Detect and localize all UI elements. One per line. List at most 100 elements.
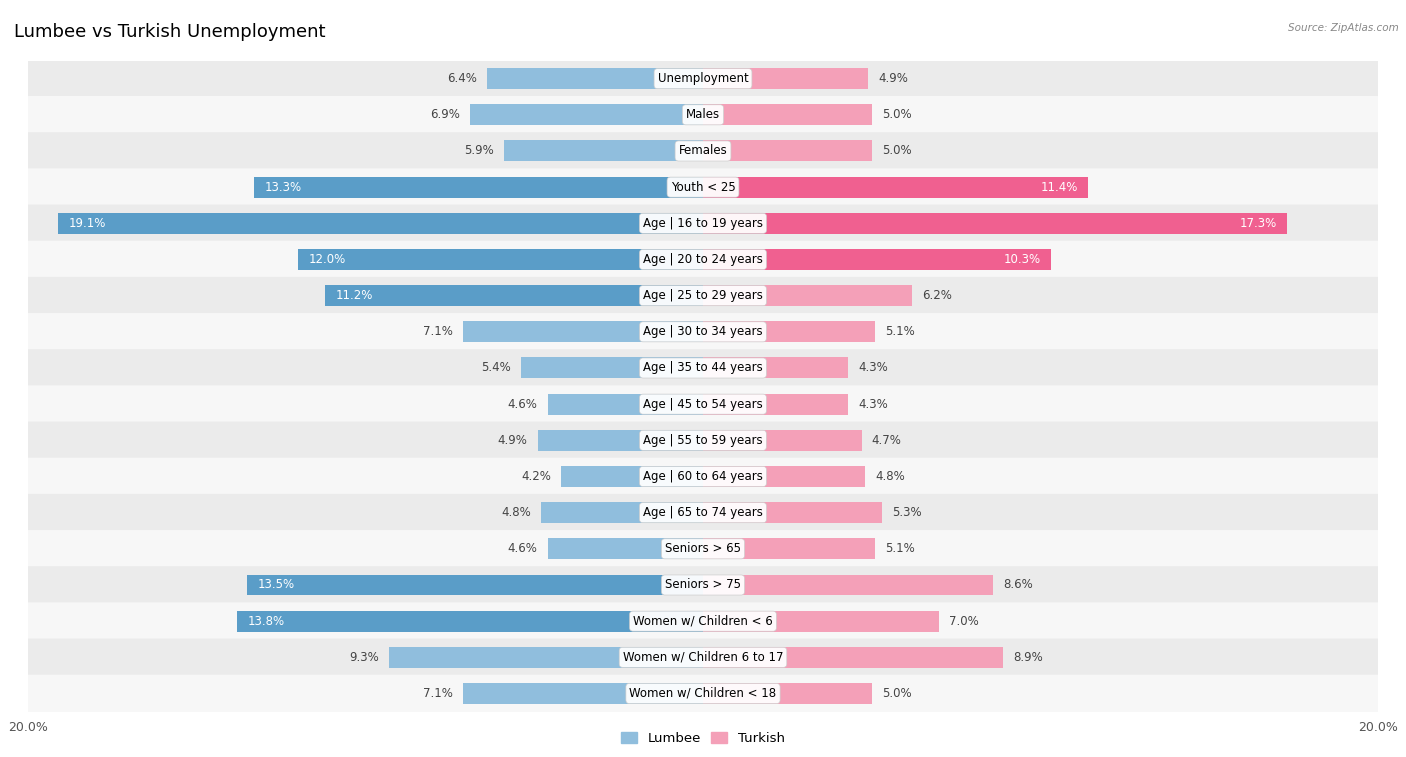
Text: 8.6%: 8.6% xyxy=(1004,578,1033,591)
Bar xyxy=(703,430,862,451)
Text: 11.2%: 11.2% xyxy=(335,289,373,302)
Text: Women w/ Children < 6: Women w/ Children < 6 xyxy=(633,615,773,628)
Bar xyxy=(703,104,872,126)
Bar xyxy=(703,394,848,415)
Text: Age | 65 to 74 years: Age | 65 to 74 years xyxy=(643,506,763,519)
Text: 5.0%: 5.0% xyxy=(882,108,911,121)
Text: Males: Males xyxy=(686,108,720,121)
Bar xyxy=(254,176,703,198)
Bar xyxy=(703,575,993,596)
Text: 4.3%: 4.3% xyxy=(858,362,889,375)
Bar xyxy=(486,68,703,89)
FancyBboxPatch shape xyxy=(28,204,1378,242)
Bar xyxy=(464,683,703,704)
FancyBboxPatch shape xyxy=(28,385,1378,423)
Bar xyxy=(389,646,703,668)
Text: Age | 30 to 34 years: Age | 30 to 34 years xyxy=(643,326,763,338)
Bar xyxy=(548,394,703,415)
Text: Women w/ Children < 18: Women w/ Children < 18 xyxy=(630,687,776,700)
FancyBboxPatch shape xyxy=(28,96,1378,134)
Text: 4.8%: 4.8% xyxy=(875,470,905,483)
Text: Age | 16 to 19 years: Age | 16 to 19 years xyxy=(643,217,763,230)
Text: Age | 20 to 24 years: Age | 20 to 24 years xyxy=(643,253,763,266)
Text: 4.3%: 4.3% xyxy=(858,397,889,410)
Text: 4.2%: 4.2% xyxy=(522,470,551,483)
Text: Seniors > 65: Seniors > 65 xyxy=(665,542,741,556)
Bar xyxy=(520,357,703,378)
Text: Women w/ Children 6 to 17: Women w/ Children 6 to 17 xyxy=(623,651,783,664)
Text: 6.4%: 6.4% xyxy=(447,72,477,85)
FancyBboxPatch shape xyxy=(28,494,1378,531)
Text: 4.6%: 4.6% xyxy=(508,397,537,410)
Bar xyxy=(703,357,848,378)
FancyBboxPatch shape xyxy=(28,566,1378,604)
FancyBboxPatch shape xyxy=(28,638,1378,676)
Text: 5.1%: 5.1% xyxy=(886,326,915,338)
Bar xyxy=(703,213,1286,234)
Text: Source: ZipAtlas.com: Source: ZipAtlas.com xyxy=(1288,23,1399,33)
Text: 4.6%: 4.6% xyxy=(508,542,537,556)
Text: 13.3%: 13.3% xyxy=(264,181,301,194)
FancyBboxPatch shape xyxy=(28,458,1378,495)
Text: 12.0%: 12.0% xyxy=(308,253,346,266)
FancyBboxPatch shape xyxy=(28,168,1378,206)
Text: 10.3%: 10.3% xyxy=(1004,253,1040,266)
Text: 5.0%: 5.0% xyxy=(882,145,911,157)
Bar xyxy=(59,213,703,234)
Text: Females: Females xyxy=(679,145,727,157)
Bar xyxy=(548,538,703,559)
Text: Unemployment: Unemployment xyxy=(658,72,748,85)
Bar xyxy=(703,502,882,523)
Bar xyxy=(298,249,703,270)
FancyBboxPatch shape xyxy=(28,349,1378,387)
FancyBboxPatch shape xyxy=(28,132,1378,170)
Bar xyxy=(470,104,703,126)
Text: Age | 45 to 54 years: Age | 45 to 54 years xyxy=(643,397,763,410)
Text: 4.9%: 4.9% xyxy=(498,434,527,447)
Text: 5.3%: 5.3% xyxy=(891,506,921,519)
Bar xyxy=(703,646,1004,668)
Text: Age | 35 to 44 years: Age | 35 to 44 years xyxy=(643,362,763,375)
Bar xyxy=(464,321,703,342)
Text: 19.1%: 19.1% xyxy=(69,217,105,230)
Bar xyxy=(703,538,875,559)
FancyBboxPatch shape xyxy=(28,277,1378,314)
Text: 5.0%: 5.0% xyxy=(882,687,911,700)
Legend: Lumbee, Turkish: Lumbee, Turkish xyxy=(616,727,790,750)
FancyBboxPatch shape xyxy=(28,674,1378,712)
FancyBboxPatch shape xyxy=(28,60,1378,98)
Text: Age | 55 to 59 years: Age | 55 to 59 years xyxy=(643,434,763,447)
Text: Youth < 25: Youth < 25 xyxy=(671,181,735,194)
Bar xyxy=(703,176,1088,198)
Text: Lumbee vs Turkish Unemployment: Lumbee vs Turkish Unemployment xyxy=(14,23,326,41)
Text: 11.4%: 11.4% xyxy=(1040,181,1077,194)
Text: 17.3%: 17.3% xyxy=(1240,217,1277,230)
Text: 5.4%: 5.4% xyxy=(481,362,510,375)
Text: 13.8%: 13.8% xyxy=(247,615,284,628)
Bar xyxy=(703,611,939,631)
Text: 4.7%: 4.7% xyxy=(872,434,901,447)
Text: 7.1%: 7.1% xyxy=(423,326,453,338)
Bar xyxy=(247,575,703,596)
Text: 5.9%: 5.9% xyxy=(464,145,494,157)
Bar xyxy=(537,430,703,451)
Bar xyxy=(503,141,703,161)
Text: Age | 60 to 64 years: Age | 60 to 64 years xyxy=(643,470,763,483)
Text: 5.1%: 5.1% xyxy=(886,542,915,556)
Bar xyxy=(703,285,912,306)
Bar xyxy=(238,611,703,631)
Text: 6.9%: 6.9% xyxy=(430,108,460,121)
Text: 4.8%: 4.8% xyxy=(501,506,531,519)
FancyBboxPatch shape xyxy=(28,530,1378,568)
Text: 7.0%: 7.0% xyxy=(949,615,979,628)
Bar xyxy=(703,321,875,342)
FancyBboxPatch shape xyxy=(28,313,1378,350)
Bar xyxy=(703,249,1050,270)
Bar xyxy=(703,141,872,161)
Bar xyxy=(703,68,869,89)
Bar xyxy=(561,466,703,487)
Text: 6.2%: 6.2% xyxy=(922,289,952,302)
Text: 13.5%: 13.5% xyxy=(257,578,295,591)
Text: Seniors > 75: Seniors > 75 xyxy=(665,578,741,591)
Bar xyxy=(541,502,703,523)
